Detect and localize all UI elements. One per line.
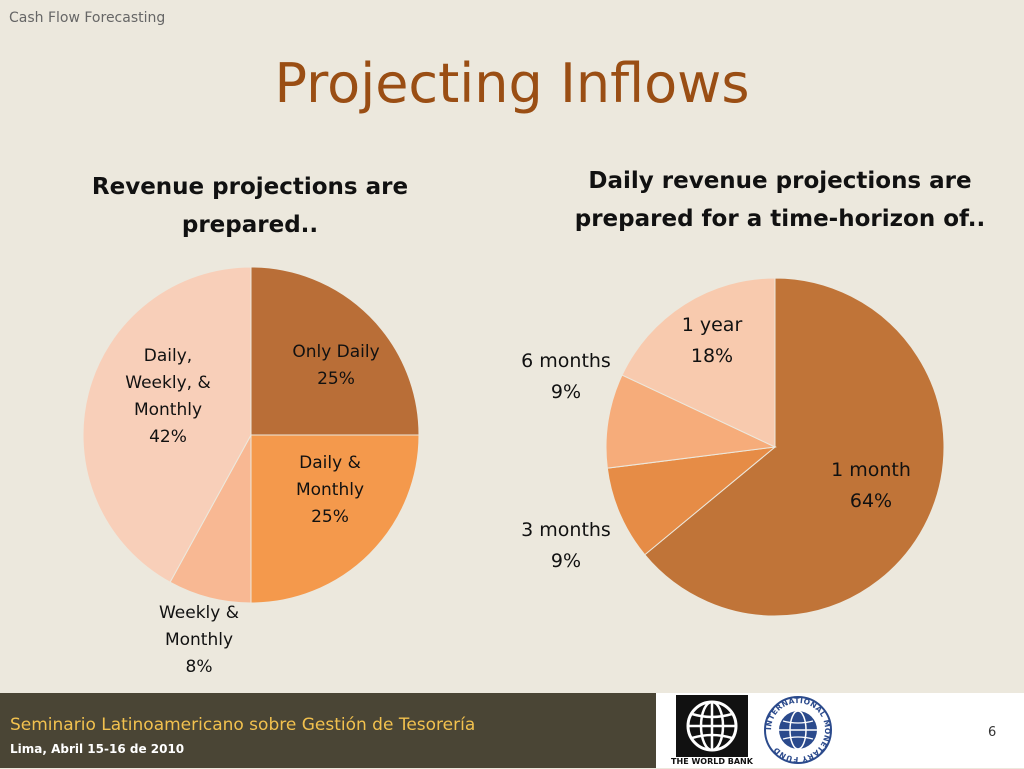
pie1-label-4-line-1: Daily, bbox=[144, 346, 192, 366]
pie2-label-4-line-1: 1 year bbox=[682, 314, 743, 336]
pie2-label-3: 6 months 9% bbox=[521, 350, 611, 403]
pie1-label-4-line-4: 42% bbox=[149, 427, 187, 447]
imf-seal-icon: INTERNATIONAL MONETARY FUND bbox=[764, 696, 832, 764]
pie2-label-4: 1 year 18% bbox=[682, 314, 743, 367]
pie2-label-4-line-2: 18% bbox=[691, 345, 733, 367]
pie2-label-3-line-2: 9% bbox=[551, 381, 581, 403]
footer-subtitle: Lima, Abril 15-16 de 2010 bbox=[10, 742, 185, 756]
pie2-label-1: 1 month 64% bbox=[831, 459, 911, 512]
world-bank-logo: THE WORLD BANK bbox=[671, 695, 753, 766]
header-label: Cash Flow Forecasting bbox=[9, 10, 166, 26]
globe-icon bbox=[676, 695, 748, 757]
pie1-label-2: Daily & Monthly 25% bbox=[296, 453, 364, 527]
pie1-label-3-line-3: 8% bbox=[186, 657, 213, 677]
pie1-label-3-line-2: Monthly bbox=[165, 630, 233, 650]
pie1-slice-4 bbox=[82, 266, 252, 583]
pie1-label-2-line-3: 25% bbox=[311, 507, 349, 527]
pie2-slice-1 bbox=[644, 277, 945, 617]
pie1-label-4: Daily, Weekly, & Monthly 42% bbox=[125, 346, 210, 447]
page-number: 6 bbox=[988, 725, 997, 740]
pie2-label-2-line-2: 9% bbox=[551, 550, 581, 572]
pie2-slice-3 bbox=[605, 374, 777, 469]
world-bank-caption: THE WORLD BANK bbox=[671, 757, 753, 766]
chart-title-left: Revenue projections are prepared.. bbox=[91, 174, 409, 238]
pie1-label-2-line-1: Daily & bbox=[299, 453, 361, 473]
pie2-slice-2 bbox=[606, 446, 777, 556]
pie2-label-1-line-2: 64% bbox=[850, 490, 892, 512]
pie1-label-4-line-2: Weekly, & bbox=[125, 373, 210, 393]
pie1-slice-2 bbox=[250, 434, 420, 604]
footer-band: Seminario Latinoamericano sobre Gestión … bbox=[0, 693, 656, 768]
pie1-label-1-line-1: Only Daily bbox=[292, 342, 379, 362]
pie1-label-2-line-2: Monthly bbox=[296, 480, 364, 500]
pie1-slice-1 bbox=[250, 266, 420, 436]
pie2-label-3-line-1: 6 months bbox=[521, 350, 611, 372]
pie2-label-2-line-1: 3 months bbox=[521, 519, 611, 541]
pie1-label-1: Only Daily 25% bbox=[292, 342, 379, 389]
pie2-slice-4 bbox=[621, 277, 776, 448]
pie-charts: Only Daily 25% Daily & Monthly 25% Weekly & Mo… bbox=[82, 266, 945, 677]
footer: Seminario Latinoamericano sobre Gestión … bbox=[0, 693, 1024, 768]
pie1-label-3: Weekly & Monthly 8% bbox=[159, 603, 239, 677]
chart-title-right: Daily revenue projections are prepared f… bbox=[574, 168, 986, 232]
footer-title: Seminario Latinoamericano sobre Gestión … bbox=[10, 715, 476, 735]
pie1-label-3-line-1: Weekly & bbox=[159, 603, 239, 623]
pie2-label-2: 3 months 9% bbox=[521, 519, 611, 572]
imf-logo: INTERNATIONAL MONETARY FUND bbox=[762, 695, 834, 765]
slide-title: Projecting Inflows bbox=[274, 52, 750, 115]
pie1-label-4-line-3: Monthly bbox=[134, 400, 202, 420]
pie1-label-1-line-2: 25% bbox=[317, 369, 355, 389]
pie2-label-1-line-1: 1 month bbox=[831, 459, 911, 481]
